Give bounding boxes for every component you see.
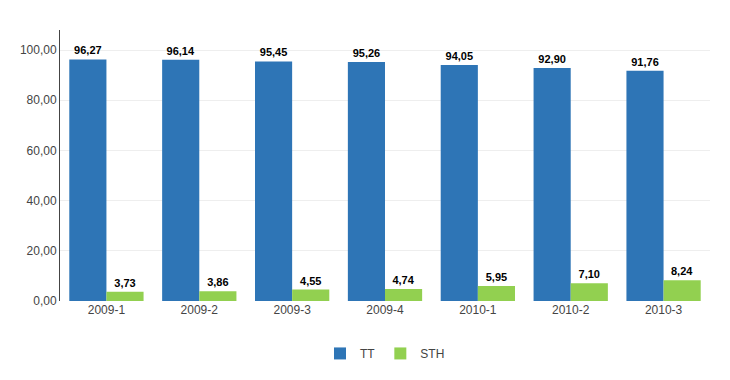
- svg-text:2009-2: 2009-2: [181, 303, 219, 317]
- svg-text:7,10: 7,10: [579, 268, 600, 280]
- svg-text:96,14: 96,14: [167, 45, 195, 57]
- svg-text:2010-1: 2010-1: [459, 303, 497, 317]
- svg-text:8,24: 8,24: [671, 265, 693, 277]
- svg-text:80,00: 80,00: [27, 93, 57, 107]
- svg-text:TT: TT: [360, 347, 375, 361]
- svg-text:3,86: 3,86: [207, 276, 228, 288]
- svg-text:2010-2: 2010-2: [552, 303, 590, 317]
- svg-text:94,05: 94,05: [446, 50, 474, 62]
- svg-text:STH: STH: [420, 347, 444, 361]
- svg-text:0,00: 0,00: [33, 294, 57, 308]
- svg-text:60,00: 60,00: [27, 144, 57, 158]
- svg-text:40,00: 40,00: [27, 194, 57, 208]
- svg-text:91,76: 91,76: [631, 56, 659, 68]
- svg-text:2009-4: 2009-4: [366, 303, 404, 317]
- svg-text:3,73: 3,73: [114, 277, 135, 289]
- svg-text:2009-3: 2009-3: [273, 303, 311, 317]
- svg-text:100,00: 100,00: [20, 43, 57, 57]
- svg-text:95,45: 95,45: [260, 46, 288, 58]
- svg-text:96,27: 96,27: [74, 44, 102, 56]
- svg-text:20,00: 20,00: [27, 244, 57, 258]
- svg-text:4,55: 4,55: [300, 275, 321, 287]
- svg-text:5,95: 5,95: [486, 271, 507, 283]
- svg-text:92,90: 92,90: [538, 53, 566, 65]
- svg-text:4,74: 4,74: [392, 274, 414, 286]
- svg-text:2010-3: 2010-3: [645, 303, 683, 317]
- svg-text:2009-1: 2009-1: [88, 303, 126, 317]
- svg-text:95,26: 95,26: [353, 47, 381, 59]
